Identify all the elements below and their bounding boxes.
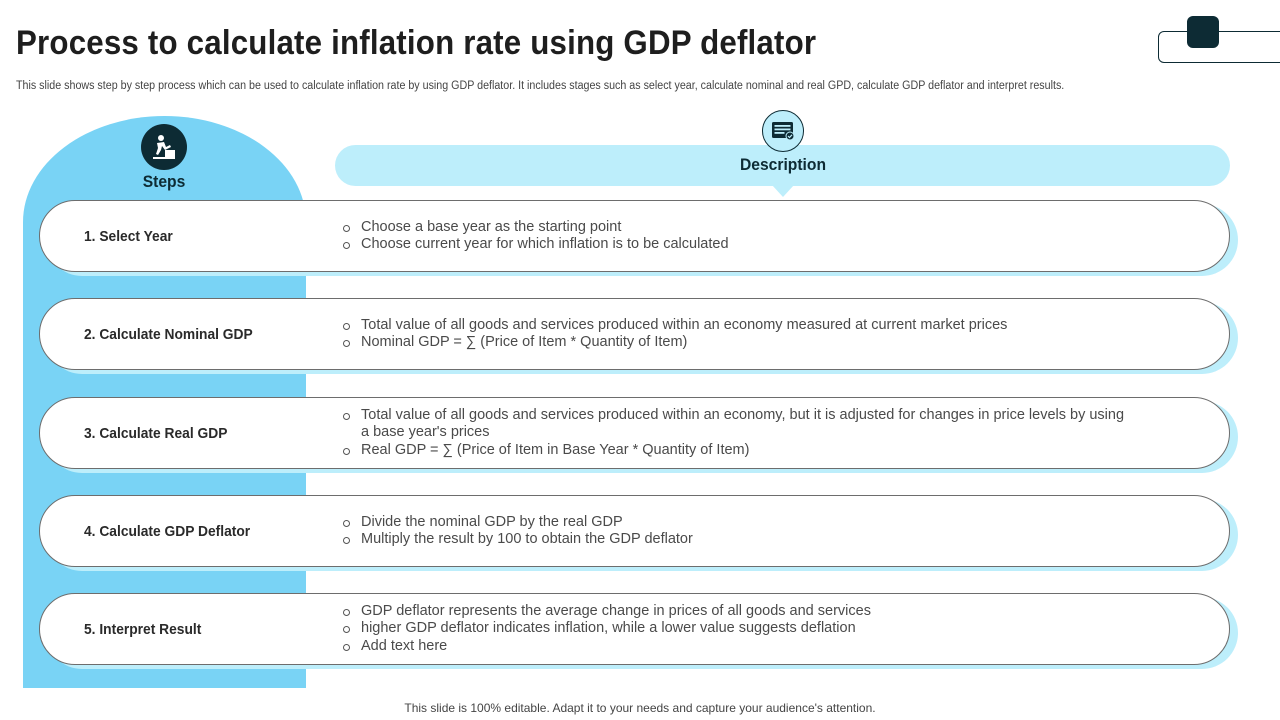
worker-icon xyxy=(141,124,187,170)
page-title: Process to calculate inflation rate usin… xyxy=(16,24,817,62)
step-label: 1. Select Year xyxy=(84,227,173,245)
description-header-label: Description xyxy=(739,155,827,174)
step-row-gdp-deflator: 4. Calculate GDP Deflator Divide the nom… xyxy=(39,495,1230,567)
description-bullet: Real GDP = ∑ (Price of Item in Base Year… xyxy=(342,442,1132,460)
step-row-select-year: 1. Select Year Choose a base year as the… xyxy=(39,200,1230,272)
description-bullet: Add text here xyxy=(342,638,1132,656)
corner-decoration-square xyxy=(1187,16,1219,48)
document-list-icon xyxy=(762,110,804,152)
step-description: Total value of all goods and services pr… xyxy=(342,299,1132,369)
step-label: 5. Interpret Result xyxy=(84,620,202,638)
step-label: 2. Calculate Nominal GDP xyxy=(84,325,253,343)
step-row-nominal-gdp: 2. Calculate Nominal GDP Total value of … xyxy=(39,298,1230,370)
description-bullet: Divide the nominal GDP by the real GDP xyxy=(342,514,1132,532)
step-row-real-gdp: 3. Calculate Real GDP Total value of all… xyxy=(39,397,1230,469)
step-description: GDP deflator represents the average chan… xyxy=(342,594,1132,664)
page-subtitle: This slide shows step by step process wh… xyxy=(16,80,1065,92)
description-bullet: Nominal GDP = ∑ (Price of Item * Quantit… xyxy=(342,334,1132,352)
step-label: 4. Calculate GDP Deflator xyxy=(84,522,251,540)
corner-decoration-outline xyxy=(1158,31,1280,63)
step-description: Total value of all goods and services pr… xyxy=(342,398,1132,468)
step-description: Divide the nominal GDP by the real GDP M… xyxy=(342,496,1132,566)
description-bullet: higher GDP deflator indicates inflation,… xyxy=(342,620,1132,638)
steps-header-label: Steps xyxy=(142,172,186,191)
description-bullet: GDP deflator represents the average chan… xyxy=(342,603,1132,621)
description-bullet: Multiply the result by 100 to obtain the… xyxy=(342,531,1132,549)
description-bullet: Total value of all goods and services pr… xyxy=(342,407,1132,442)
step-label: 3. Calculate Real GDP xyxy=(84,424,228,442)
footer-note: This slide is 100% editable. Adapt it to… xyxy=(404,701,876,715)
description-bullet: Choose a base year as the starting point xyxy=(342,219,1132,237)
step-row-interpret-result: 5. Interpret Result GDP deflator represe… xyxy=(39,593,1230,665)
description-header-pointer xyxy=(772,185,794,197)
step-description: Choose a base year as the starting point… xyxy=(342,201,1132,271)
description-bullet: Choose current year for which inflation … xyxy=(342,236,1132,254)
description-bullet: Total value of all goods and services pr… xyxy=(342,317,1132,335)
